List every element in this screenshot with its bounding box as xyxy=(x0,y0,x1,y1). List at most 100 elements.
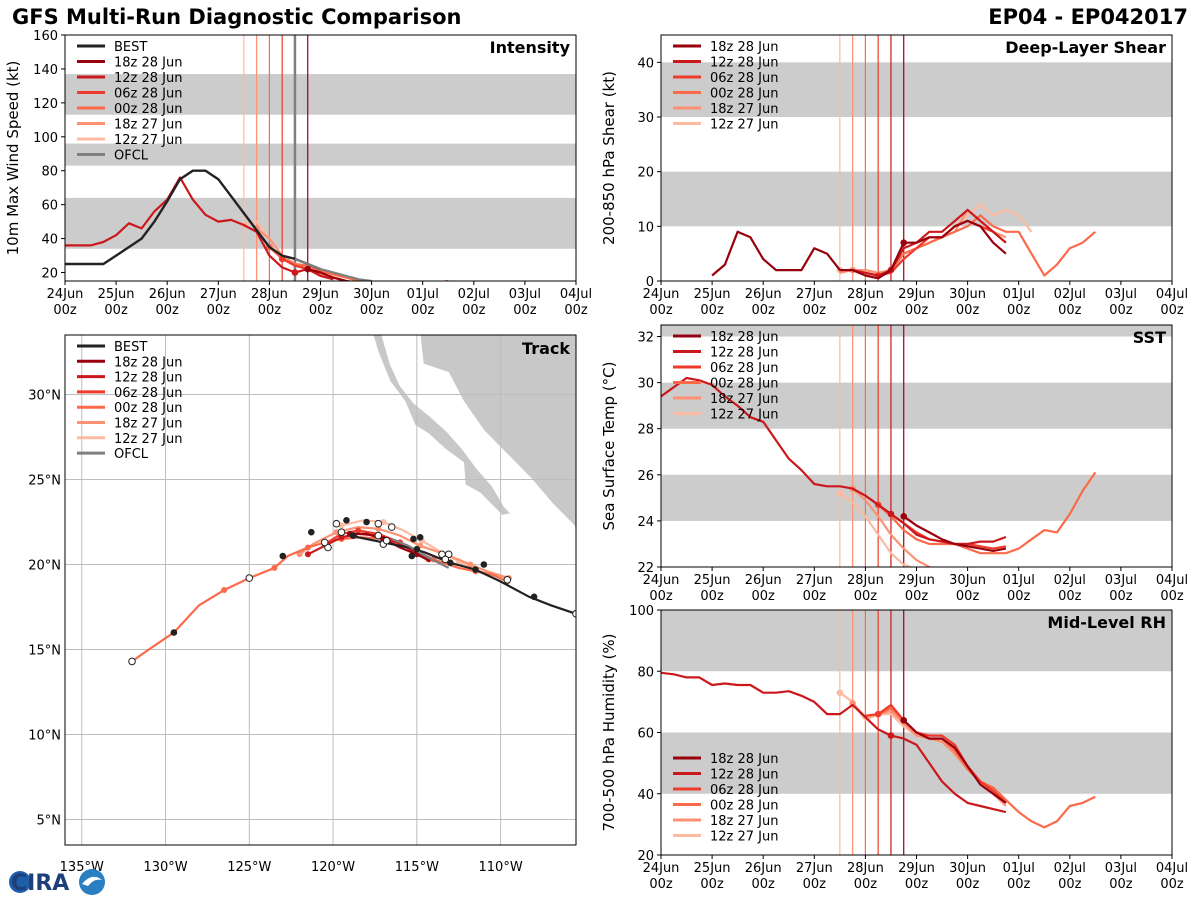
intensity-legend-label: BEST xyxy=(114,40,147,55)
rh-x-tick-label: 24Jun xyxy=(643,861,680,876)
intensity-legend-label: 12z 28 Jun xyxy=(114,71,183,86)
track-run-point xyxy=(221,587,228,593)
sst-legend-label: 06z 28 Jun xyxy=(710,361,779,376)
rh-x-tick-label: 01Jul xyxy=(1003,861,1035,876)
track-y-tick-label: 15°N xyxy=(28,644,61,659)
track-best-point xyxy=(343,517,350,524)
panel-shear: 01020304024Jun00z25Jun00z26Jun00z27Jun00… xyxy=(600,34,1188,318)
intensity-x-tick-label: 26Jun xyxy=(149,287,186,302)
track-y-tick-label: 25°N xyxy=(28,474,61,489)
track-legend-label: OFCL xyxy=(114,447,149,462)
rh-y-tick-label: 60 xyxy=(637,727,654,742)
rh-x-tick-label: 30Jun xyxy=(949,861,986,876)
rh-legend-label: 12z 27 Jun xyxy=(710,830,779,845)
sst-y-tick-label: 30 xyxy=(637,377,654,392)
sst-x-tick-label: 25Jun xyxy=(694,573,731,588)
track-best-point xyxy=(410,535,417,543)
intensity-band xyxy=(65,143,576,166)
intensity-y-tick-label: 160 xyxy=(33,29,58,44)
rh-plot-area xyxy=(661,610,1172,855)
track-run-point xyxy=(333,529,340,536)
rh-x-tick-label: 00z xyxy=(649,877,673,892)
intensity-y-axis-label: 10m Max Wind Speed (kt) xyxy=(4,61,22,256)
track-best-point xyxy=(363,518,370,526)
intensity-x-tick-label: 02Jul xyxy=(458,287,490,302)
sst-x-tick-label: 00z xyxy=(752,589,776,604)
shear-x-tick-label: 28Jun xyxy=(847,287,884,302)
sst-x-tick-label: 03Jul xyxy=(1105,573,1137,588)
shear-legend-label: 12z 27 Jun xyxy=(710,118,779,133)
intensity-x-tick-label: 24Jun xyxy=(47,287,84,302)
shear-x-tick-label: 00z xyxy=(854,303,878,318)
shear-x-tick-label: 02Jul xyxy=(1054,287,1086,302)
intensity-panel-title: Intensity xyxy=(490,38,571,57)
rh-x-tick-label: 02Jul xyxy=(1054,861,1086,876)
intensity-band xyxy=(65,197,576,249)
sst-y-axis-label: Sea Surface Temp (°C) xyxy=(600,361,618,530)
rh-legend-label: 18z 27 Jun xyxy=(710,814,779,829)
rh-legend-label: 00z 28 Jun xyxy=(710,799,779,814)
shear-init-point xyxy=(900,239,908,247)
shear-legend-label: 18z 27 Jun xyxy=(710,102,779,117)
storm-id-label: EP04 - EP042017 xyxy=(988,5,1188,29)
track-open-point xyxy=(245,574,254,582)
intensity-x-tick-label: 28Jun xyxy=(251,287,288,302)
shear-y-axis-label: 200-850 hPa Shear (kt) xyxy=(600,71,618,245)
rh-x-tick-label: 00z xyxy=(1109,877,1133,892)
intensity-x-tick-label: 00z xyxy=(207,303,231,318)
baja-california-landmass xyxy=(372,335,512,516)
shear-x-tick-label: 00z xyxy=(1160,303,1184,318)
track-best-point xyxy=(170,629,178,636)
shear-series-line xyxy=(865,219,1007,277)
sst-x-tick-label: 24Jun xyxy=(643,573,680,588)
track-y-tick-label: 10°N xyxy=(28,729,61,744)
rh-x-tick-label: 00z xyxy=(905,877,929,892)
track-open-point xyxy=(320,538,329,547)
sst-x-tick-label: 00z xyxy=(803,589,827,604)
intensity-y-tick-label: 20 xyxy=(41,267,58,282)
rh-x-tick-label: 28Jun xyxy=(847,861,884,876)
intensity-x-tick-label: 00z xyxy=(258,303,282,318)
track-legend-label: 12z 28 Jun xyxy=(114,371,183,386)
sst-y-tick-label: 24 xyxy=(637,515,654,530)
intensity-legend-label: 12z 27 Jun xyxy=(114,133,183,148)
track-best-point xyxy=(349,532,357,539)
shear-y-tick-label: 10 xyxy=(637,220,654,235)
track-open-point xyxy=(374,531,383,540)
rh-x-tick-label: 04Jul xyxy=(1156,861,1188,876)
intensity-y-tick-label: 100 xyxy=(33,131,58,146)
intensity-init-point xyxy=(291,269,299,276)
intensity-y-tick-label: 60 xyxy=(41,199,58,214)
intensity-series-line xyxy=(268,246,449,281)
intensity-x-tick-label: 00z xyxy=(564,303,588,318)
intensity-legend-label: 18z 28 Jun xyxy=(114,56,183,71)
sst-plot-area xyxy=(661,325,1172,567)
rh-init-point xyxy=(900,716,908,724)
track-open-point xyxy=(503,576,512,584)
rh-x-tick-label: 00z xyxy=(956,877,980,892)
rh-band xyxy=(661,732,1172,794)
intensity-x-tick-label: 25Jun xyxy=(98,287,135,302)
sst-x-tick-label: 02Jul xyxy=(1054,573,1086,588)
shear-y-tick-label: 40 xyxy=(637,56,654,71)
sst-init-point xyxy=(836,489,844,497)
shear-band xyxy=(661,171,1172,227)
intensity-x-tick-label: 00z xyxy=(462,303,486,318)
track-legend-label: 06z 28 Jun xyxy=(114,386,183,401)
rh-x-tick-label: 29Jun xyxy=(898,861,935,876)
track-legend-label: 18z 27 Jun xyxy=(114,417,183,432)
intensity-y-tick-label: 140 xyxy=(33,63,58,78)
intensity-x-tick-label: 00z xyxy=(360,303,384,318)
sst-series-line xyxy=(851,487,933,567)
sst-x-tick-label: 00z xyxy=(649,589,673,604)
rh-y-tick-label: 100 xyxy=(629,604,654,619)
rh-y-tick-label: 80 xyxy=(637,665,654,680)
shear-y-tick-label: 0 xyxy=(646,275,654,290)
track-open-point xyxy=(337,528,346,537)
shear-x-tick-label: 01Jul xyxy=(1003,287,1035,302)
track-x-tick-label: 120°W xyxy=(311,860,355,875)
sst-legend-label: 18z 27 Jun xyxy=(710,392,779,407)
sst-x-tick-label: 00z xyxy=(956,589,980,604)
rh-series-line xyxy=(661,671,1007,814)
